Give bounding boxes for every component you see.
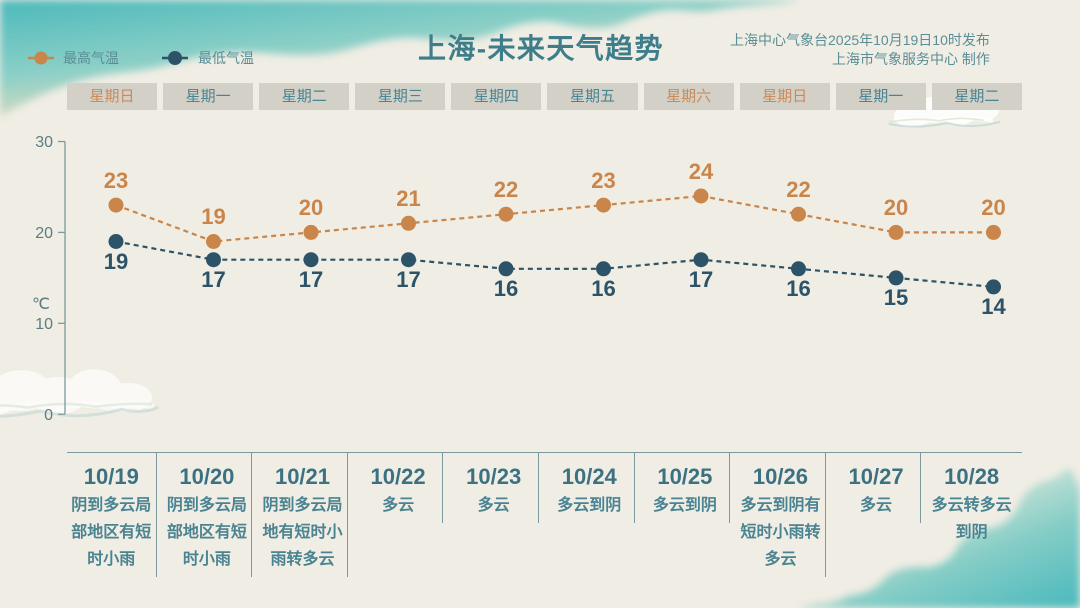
svg-text:℃: ℃ xyxy=(32,296,50,313)
svg-text:17: 17 xyxy=(689,267,713,292)
svg-text:20: 20 xyxy=(299,195,323,220)
svg-text:15: 15 xyxy=(884,285,908,310)
svg-text:10: 10 xyxy=(35,316,53,333)
svg-text:19: 19 xyxy=(104,249,128,274)
svg-text:最低气温: 最低气温 xyxy=(198,50,254,66)
svg-text:24: 24 xyxy=(689,159,714,184)
svg-text:22: 22 xyxy=(786,177,810,202)
svg-text:19: 19 xyxy=(201,204,225,229)
svg-text:20: 20 xyxy=(884,195,908,220)
svg-text:20: 20 xyxy=(35,225,53,242)
svg-text:22: 22 xyxy=(494,177,518,202)
svg-text:最高气温: 最高气温 xyxy=(63,50,119,66)
svg-text:21: 21 xyxy=(396,186,420,211)
svg-text:30: 30 xyxy=(35,134,53,151)
svg-text:16: 16 xyxy=(786,276,810,301)
svg-text:16: 16 xyxy=(591,276,615,301)
svg-text:17: 17 xyxy=(201,267,225,292)
svg-text:23: 23 xyxy=(591,168,615,193)
svg-text:17: 17 xyxy=(299,267,323,292)
svg-text:14: 14 xyxy=(981,294,1006,319)
svg-text:16: 16 xyxy=(494,276,518,301)
svg-text:23: 23 xyxy=(104,168,128,193)
svg-text:17: 17 xyxy=(396,267,420,292)
svg-text:0: 0 xyxy=(44,407,53,424)
svg-text:20: 20 xyxy=(981,195,1005,220)
